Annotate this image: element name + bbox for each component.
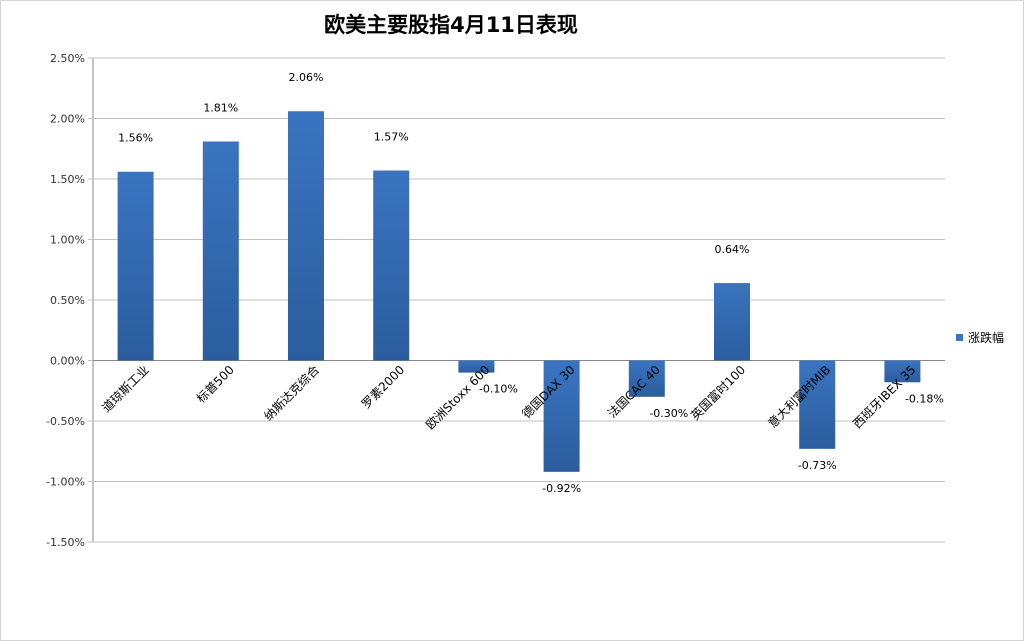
category-label: 标普500 [194,363,237,406]
data-label: -0.18% [905,392,944,405]
legend-swatch [956,334,963,341]
bar [458,360,495,373]
bar [288,111,324,361]
category-label: 纳斯达克综合 [261,362,323,424]
data-label: 1.81% [203,101,238,114]
bar [714,283,750,361]
category-label: 欧洲Stoxx 600 [423,363,492,432]
bar [202,141,239,361]
y-tick-label: -0.50% [46,415,85,428]
y-tick-label: 2.50% [50,52,85,65]
y-tick-label: 1.00% [50,234,85,247]
category-label: 罗素2000 [359,363,407,411]
legend: 涨跌幅 [956,329,1004,346]
bar [799,360,836,449]
y-tick-label: -1.50% [46,536,85,549]
bar [884,360,921,383]
y-tick-label: 0.50% [50,294,85,307]
data-label: 1.56% [118,132,153,145]
y-tick-label: -1.00% [46,476,85,489]
chart-title: 欧美主要股指4月11日表现 [324,13,578,37]
data-label: 0.64% [715,243,750,256]
data-label: 2.06% [289,71,324,84]
data-label: 1.57% [374,131,409,144]
category-label: 道琼斯工业 [99,362,152,415]
y-tick-label: 0.00% [50,355,85,368]
data-label: -0.10% [479,383,518,396]
bar [543,360,580,472]
data-label: -0.73% [798,459,837,472]
bar [628,360,665,397]
y-tick-label: 1.50% [50,173,85,186]
category-label: 英国富时100 [687,362,748,423]
bar [373,170,410,361]
legend-label: 涨跌幅 [968,331,1005,345]
data-label: -0.30% [649,407,688,420]
data-label: -0.92% [542,482,581,495]
bar [117,171,154,361]
y-tick-label: 2.00% [50,113,85,126]
